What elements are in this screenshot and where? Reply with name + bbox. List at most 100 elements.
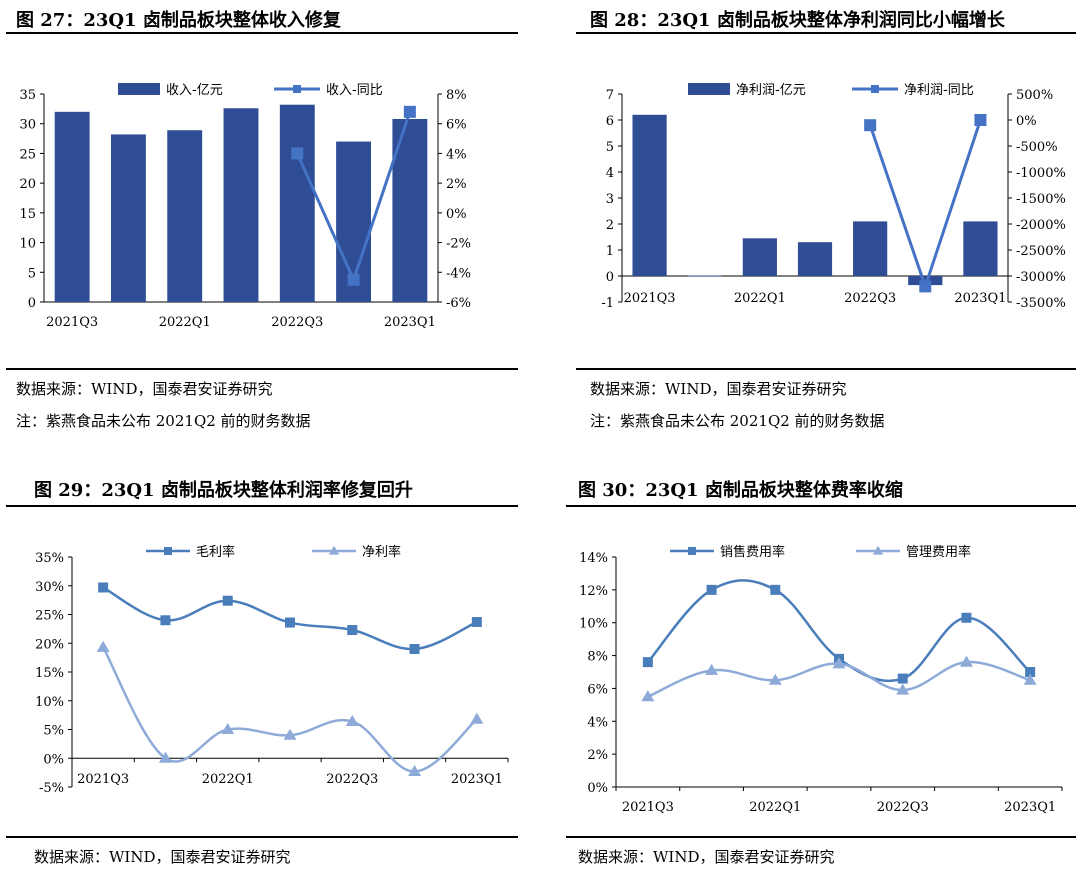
bar-2022Q2 [223, 108, 259, 303]
line-series-1 [102, 646, 478, 773]
bar-2022Q2 [797, 242, 833, 276]
bar-2022Q1 [167, 130, 203, 302]
figure-29-source: 数据来源：WIND，国泰君安证券研究 [34, 848, 291, 866]
bar-2023Q1 [963, 221, 998, 276]
series-0-point [1025, 667, 1036, 677]
x-tick-label: 2022Q3 [844, 291, 896, 306]
figure-29-top-rule [6, 505, 518, 507]
y2-tick-label: -1500% [1016, 192, 1066, 207]
figure-27-title: 图 27：23Q1 卤制品板块整体收入修复 [16, 10, 341, 31]
y-tick-label: 10% [579, 617, 608, 632]
y-tick-label: 15% [35, 666, 64, 681]
figure-30-chart: 0% 2% 4% 6% 8% 10% 12% 14% 2021Q3 2022Q1 2022Q3 202… [579, 544, 1063, 815]
series-1-point [158, 751, 172, 763]
bar-2021Q4 [687, 275, 722, 277]
y-tick-label: -5% [39, 781, 64, 796]
figure-30-source: 数据来源：WIND，国泰君安证券研究 [578, 848, 835, 866]
y2-tick-label: -4% [446, 266, 471, 281]
bar-2022Q1 [742, 238, 777, 276]
legend-marker-1 [328, 545, 340, 555]
x-tick-label: 2021Q3 [77, 772, 129, 787]
y-tick-label: 35 [19, 88, 36, 103]
y-tick-label: 10 [19, 237, 36, 252]
x-tick-label: 2023Q1 [384, 315, 436, 330]
legend-line-label: 净利润-同比 [904, 83, 974, 98]
y2-tick-label: 500% [1016, 88, 1053, 103]
y2-tick-label: -6% [446, 296, 471, 311]
figure-27-source: 数据来源：WIND，国泰君安证券研究 [16, 380, 273, 398]
bar-2022Q3 [853, 221, 888, 276]
y-tick-label: -1 [601, 296, 614, 311]
legend-bar-swatch [118, 83, 160, 95]
series-0-point [961, 612, 972, 623]
legend-marker-0 [164, 547, 172, 555]
series-0-point [409, 644, 420, 654]
legend-label-1: 管理费用率 [906, 544, 971, 560]
figure-27-note: 注：紫燕食品未公布 2021Q2 前的财务数据 [16, 412, 311, 430]
series-1-point [768, 673, 782, 685]
x-tick-label: 2022Q3 [326, 772, 378, 787]
legend-marker-0 [688, 547, 696, 555]
y2-tick-label: -2000% [1016, 218, 1066, 233]
figure-27-bottom-rule [6, 368, 518, 370]
x-tick-label: 2023Q1 [954, 291, 1006, 306]
y2-tick-label: 4% [446, 147, 467, 162]
yoy-point [403, 105, 416, 118]
bar-2021Q4 [110, 134, 146, 302]
y2-tick-label: 6% [446, 118, 467, 133]
figure-30-title: 图 30：23Q1 卤制品板块整体费率收缩 [578, 480, 903, 501]
yoy-point [291, 147, 304, 160]
series-0-point [770, 584, 781, 595]
series-1-point [408, 764, 422, 777]
figure-29-title: 图 29：23Q1 卤制品板块整体利润率修复回升 [34, 480, 413, 501]
series-0-point [98, 582, 109, 593]
y-tick-label: 5% [43, 724, 64, 739]
bar-2021Q3 [632, 114, 667, 276]
series-1-point [96, 640, 110, 652]
series-1-point [1023, 673, 1037, 685]
legend-bar-label: 净利润-亿元 [736, 83, 806, 98]
series-1-point [641, 690, 655, 702]
figure-28-bottom-rule [576, 368, 1076, 370]
series-1-point [896, 683, 910, 695]
y2-tick-label: -3500% [1016, 296, 1066, 311]
y-tick-label: 0 [28, 296, 36, 311]
series-0-point [160, 615, 171, 626]
y-tick-label: 30 [19, 118, 36, 133]
series-1-point [221, 723, 235, 735]
legend-line-label: 收入-同比 [326, 83, 383, 98]
y-tick-label: 3 [606, 192, 614, 207]
legend-line-marker [871, 85, 879, 93]
y-tick-label: 12% [579, 584, 608, 599]
series-0-point [897, 673, 908, 684]
y2-tick-label: -3000% [1016, 270, 1066, 285]
series-0-point [222, 595, 233, 606]
x-tick-label: 2022Q1 [159, 315, 211, 330]
figure-30-bottom-rule [566, 836, 1076, 838]
y-tick-label: 15 [19, 207, 36, 222]
x-tick-label: 2022Q3 [877, 800, 929, 815]
series-0-point [285, 617, 295, 628]
series-1-point [832, 657, 846, 669]
x-tick-label: 2021Q3 [622, 800, 674, 815]
x-tick-label: 2022Q1 [749, 800, 801, 815]
bar-2022Q3 [279, 104, 315, 302]
figure-29-bottom-rule [6, 836, 518, 838]
series-1-point [283, 728, 297, 740]
yoy-point [974, 114, 987, 126]
y2-tick-label: 0% [446, 207, 467, 222]
y-tick-label: 0 [606, 270, 614, 285]
y2-tick-label: -500% [1016, 140, 1058, 155]
y-tick-label: 5 [28, 266, 36, 281]
y-tick-label: 35% [35, 551, 64, 566]
figure-28-chart: -1 0 1 2 3 4 5 6 7 -3500% -3000% -2500% -2000% -1500%… [601, 83, 1066, 311]
y-tick-label: 20% [35, 637, 64, 652]
series-0-point [471, 616, 482, 627]
legend-marker-1 [872, 545, 884, 555]
legend-bar-swatch [688, 83, 730, 95]
yoy-point [864, 119, 877, 132]
series-0-point [642, 657, 653, 668]
series-0-point [347, 625, 358, 636]
y-tick-label: 5 [606, 140, 614, 155]
figure-27-top-rule [6, 32, 518, 34]
